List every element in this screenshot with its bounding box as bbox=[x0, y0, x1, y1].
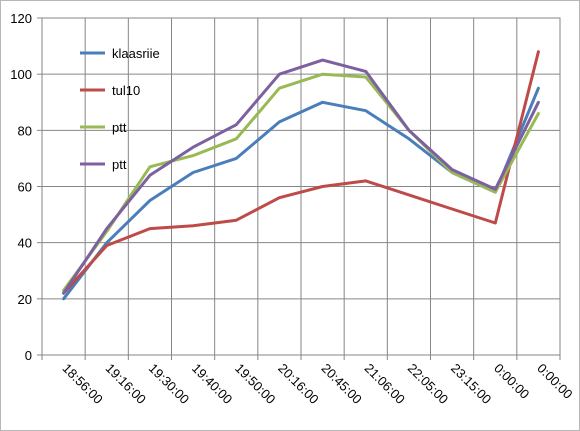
legend-label-2: tul10 bbox=[112, 83, 140, 98]
x-tick-label: 21:06:00 bbox=[362, 361, 408, 407]
x-tick-label: 19:30:00 bbox=[146, 361, 192, 407]
series-line-4 bbox=[62, 58, 540, 295]
x-tick-label: 0:00:00 bbox=[491, 361, 532, 402]
y-tick-label: 0 bbox=[25, 348, 32, 363]
series-line-2 bbox=[62, 50, 540, 295]
x-tick-label: 18:56:00 bbox=[59, 361, 105, 407]
legend-label-4: ptt bbox=[112, 157, 127, 172]
x-tick-label: 19:40:00 bbox=[189, 361, 235, 407]
legend-label-3: ptt bbox=[112, 120, 127, 135]
x-tick-label: 19:16:00 bbox=[103, 361, 149, 407]
series-line-3 bbox=[62, 72, 540, 292]
y-tick-label: 100 bbox=[10, 67, 32, 82]
legend-label-1: klaasriie bbox=[112, 46, 160, 61]
x-tick-label: 19:50:00 bbox=[232, 361, 278, 407]
y-tick-label: 120 bbox=[10, 11, 32, 26]
x-tick-label: 23:15:00 bbox=[448, 361, 494, 407]
x-tick-label: 0:00:00 bbox=[534, 361, 575, 402]
y-tick-label: 40 bbox=[18, 236, 32, 251]
y-tick-label: 60 bbox=[18, 180, 32, 195]
x-tick-label: 20:16:00 bbox=[275, 361, 321, 407]
x-tick-label: 22:05:00 bbox=[405, 361, 451, 407]
y-tick-label: 80 bbox=[18, 123, 32, 138]
y-tick-label: 20 bbox=[18, 292, 32, 307]
x-tick-label: 20:45:00 bbox=[318, 361, 364, 407]
